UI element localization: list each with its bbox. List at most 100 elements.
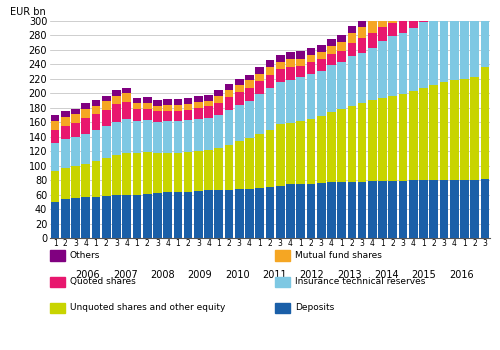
Bar [235, 85, 244, 92]
Bar [132, 104, 141, 109]
Bar [460, 3, 469, 79]
Bar [388, 181, 397, 238]
Bar [256, 188, 264, 238]
Bar [306, 74, 316, 119]
Bar [409, 14, 418, 28]
Bar [235, 92, 244, 105]
Bar [317, 60, 326, 71]
Bar [82, 118, 90, 134]
Bar [153, 153, 162, 193]
Bar [409, 28, 418, 91]
Bar [112, 195, 121, 238]
Bar [71, 166, 80, 198]
Bar [224, 90, 234, 97]
Bar [71, 108, 80, 114]
Bar [388, 23, 397, 36]
Bar [245, 88, 254, 100]
Bar [338, 109, 346, 182]
Bar [327, 112, 336, 182]
Bar [430, 85, 438, 180]
Bar [480, 66, 489, 179]
Bar [245, 80, 254, 88]
Bar [398, 0, 407, 4]
Bar [102, 126, 110, 158]
Bar [286, 52, 295, 60]
Bar [184, 120, 192, 152]
Bar [174, 193, 182, 238]
Bar [92, 130, 100, 161]
Bar [327, 182, 336, 238]
Bar [235, 105, 244, 141]
Bar [235, 79, 244, 85]
Bar [266, 75, 274, 88]
Bar [214, 190, 223, 238]
Bar [112, 96, 121, 104]
Bar [430, 16, 438, 85]
Bar [245, 189, 254, 238]
Bar [286, 66, 295, 79]
Bar [378, 14, 387, 27]
Bar [122, 153, 131, 195]
Bar [276, 125, 284, 186]
Bar [266, 88, 274, 130]
Bar [184, 110, 192, 120]
Bar [480, 179, 489, 238]
Bar [184, 192, 192, 238]
Bar [102, 158, 110, 196]
Bar [92, 197, 100, 238]
Bar [440, 0, 448, 10]
Bar [327, 46, 336, 54]
Bar [286, 60, 295, 66]
Bar [245, 138, 254, 189]
Bar [92, 161, 100, 197]
Bar [348, 43, 356, 56]
Bar [174, 153, 182, 192]
Bar [204, 118, 213, 150]
Bar [306, 119, 316, 184]
Bar [306, 48, 316, 55]
Bar [184, 152, 192, 192]
Bar [51, 172, 60, 202]
Bar [306, 184, 316, 238]
Bar [430, 180, 438, 238]
Bar [112, 121, 121, 155]
Bar [419, 88, 428, 180]
Bar [132, 109, 141, 121]
Bar [245, 100, 254, 138]
Bar [358, 27, 366, 38]
Bar [122, 88, 131, 93]
Bar [276, 186, 284, 238]
Bar [296, 51, 305, 58]
Bar [214, 104, 223, 115]
Bar [71, 198, 80, 238]
Bar [214, 90, 223, 96]
Bar [122, 93, 131, 102]
Bar [143, 194, 152, 238]
Bar [440, 10, 448, 83]
Bar [358, 182, 366, 238]
Bar [214, 148, 223, 190]
Bar [204, 150, 213, 190]
Bar [306, 55, 316, 62]
Bar [368, 48, 376, 100]
Text: Insurance technical reserves: Insurance technical reserves [295, 277, 426, 286]
Bar [266, 60, 274, 67]
Bar [164, 121, 172, 153]
Bar [71, 138, 80, 166]
Bar [71, 114, 80, 123]
Bar [153, 193, 162, 238]
Bar [368, 33, 376, 48]
Bar [419, 22, 428, 88]
Bar [286, 79, 295, 123]
Bar [102, 196, 110, 238]
Bar [164, 193, 172, 238]
Bar [327, 39, 336, 46]
Bar [358, 53, 366, 104]
Bar [409, 91, 418, 180]
Bar [164, 105, 172, 111]
Bar [470, 180, 479, 238]
Bar [398, 33, 407, 94]
Bar [235, 189, 244, 238]
Bar [256, 74, 264, 81]
Bar [214, 115, 223, 148]
